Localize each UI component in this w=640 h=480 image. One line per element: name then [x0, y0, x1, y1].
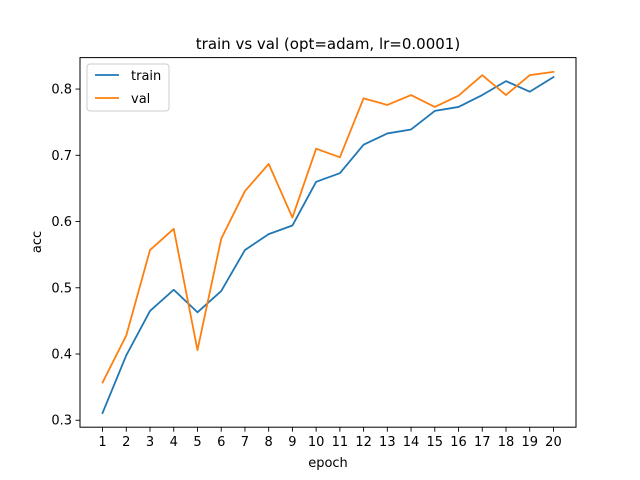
legend-label-val: val [131, 92, 150, 107]
x-tick-label: 16 [450, 435, 467, 450]
y-tick-label: 0.3 [51, 414, 72, 429]
y-tick-label: 0.8 [51, 83, 72, 98]
x-tick-label: 20 [545, 435, 562, 450]
x-tick-label: 6 [217, 435, 225, 450]
x-tick-label: 5 [193, 435, 201, 450]
y-tick-label: 0.6 [51, 215, 72, 230]
x-axis: 1 2 3 4 5 6 7 8 9 10 11 12 13 14 15 16 17 18 19 20 [98, 427, 562, 450]
y-tick-label: 0.4 [51, 348, 72, 363]
x-tick-label: 3 [146, 435, 154, 450]
x-tick-label: 7 [241, 435, 249, 450]
series-line-train [101, 75, 555, 415]
x-tick-label: 4 [170, 435, 178, 450]
x-tick-label: 1 [98, 435, 106, 450]
x-tick-label: 10 [308, 435, 325, 450]
y-tick-label: 0.7 [51, 149, 72, 164]
series-line-val [101, 70, 555, 384]
x-tick-label: 2 [122, 435, 130, 450]
plot-frame [79, 57, 577, 428]
x-tick-label: 8 [265, 435, 273, 450]
legend: train val [86, 63, 170, 112]
x-axis-label: epoch [308, 456, 348, 471]
x-tick-label: 11 [332, 435, 349, 450]
x-tick-label: 13 [379, 435, 396, 450]
x-tick-label: 14 [403, 435, 420, 450]
y-axis-label: acc [30, 231, 45, 253]
x-tick-label: 9 [288, 435, 296, 450]
chart-title: train vs val (opt=adam, lr=0.0001) [196, 35, 460, 53]
series-layer [101, 70, 555, 415]
x-tick-label: 19 [521, 435, 538, 450]
x-tick-label: 17 [474, 435, 491, 450]
x-tick-label: 15 [427, 435, 444, 450]
x-tick-label: 18 [498, 435, 515, 450]
x-tick-label: 12 [355, 435, 372, 450]
legend-label-train: train [131, 69, 161, 84]
y-tick-label: 0.5 [51, 281, 72, 296]
y-axis: 0.3 0.4 0.5 0.6 0.7 0.8 [51, 83, 80, 429]
